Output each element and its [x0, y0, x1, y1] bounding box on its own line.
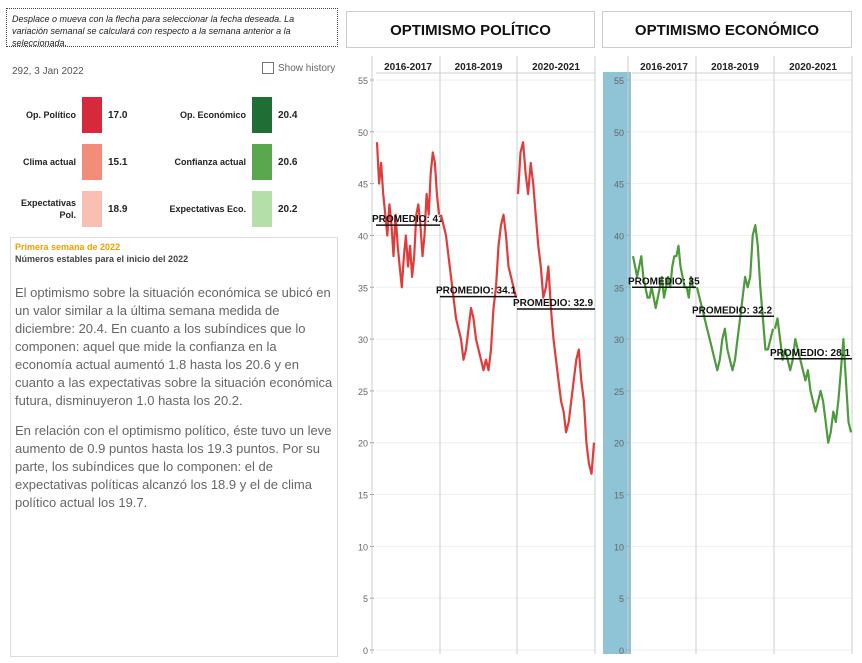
metric-swatch: [252, 97, 272, 133]
y-tick-label: 50: [358, 128, 368, 138]
metric-label: Expectativas Pol.: [20, 198, 76, 220]
metric-swatch: [252, 144, 272, 180]
y-tick-label: 20: [614, 439, 624, 449]
metric-confianza-actual: Confianza actual 20.6: [166, 144, 297, 180]
y-tick-label: 10: [358, 542, 368, 552]
y-tick-label: 0: [363, 646, 368, 656]
average-label: PROMEDIO: 34.1: [436, 286, 516, 297]
y-tick-label: 45: [614, 180, 624, 190]
metric-clima-actual: Clima actual 15.1: [10, 144, 127, 180]
y-tick-label: 40: [358, 231, 368, 241]
show-history-checkbox[interactable]: [262, 62, 274, 74]
y-tick-label: 40: [614, 231, 624, 241]
average-label: PROMEDIO: 28.1: [770, 348, 850, 359]
y-tick-label: 30: [358, 335, 368, 345]
y-tick-label: 55: [614, 76, 624, 86]
metric-op-politico: Op. Político 17.0: [10, 97, 127, 133]
average-label: PROMEDIO: 35: [628, 276, 700, 287]
y-tick-label: 15: [358, 491, 368, 501]
average-label: PROMEDIO: 32.9: [513, 298, 593, 309]
average-label: PROMEDIO: 41: [372, 214, 444, 225]
metric-label: Op. Político: [25, 110, 76, 120]
y-tick-label: 15: [614, 491, 624, 501]
metric-value: 20.4: [278, 109, 298, 121]
instructions-text: Desplace o mueva con la flecha para sele…: [6, 8, 338, 48]
y-tick-label: 10: [614, 542, 624, 552]
show-history-label: Show history: [278, 62, 336, 74]
show-history-toggle[interactable]: Show history: [262, 62, 335, 74]
metric-label: Confianza actual: [174, 157, 246, 167]
metric-swatch: [82, 144, 102, 180]
panel-header-label: 2020-2021: [789, 62, 837, 73]
series-line: [439, 213, 518, 372]
series-line: [773, 317, 853, 444]
metric-value: 17.0: [108, 109, 128, 121]
highlight-band: [603, 72, 631, 654]
metric-expectativas-pol: Expectativas Pol. 18.9: [10, 191, 127, 227]
y-tick-label: 30: [614, 335, 624, 345]
description-paragraph: El optimismo sobre la situación económic…: [15, 285, 333, 408]
metric-expectativas-eco: Expectativas Eco. 20.2: [166, 191, 297, 227]
metric-value: 15.1: [108, 156, 128, 168]
y-tick-label: 5: [619, 594, 624, 604]
chart-title-politico: OPTIMISMO POLÍTICO: [346, 11, 595, 48]
y-tick-label: 35: [614, 283, 624, 293]
y-tick-label: 35: [358, 283, 368, 293]
metric-label: Expectativas Eco.: [169, 204, 246, 214]
metric-swatch: [82, 97, 102, 133]
y-tick-label: 25: [614, 387, 624, 397]
metric-op-economico: Op. Económico 20.4: [166, 97, 297, 133]
y-tick-label: 55: [358, 76, 368, 86]
description-subheading: Números estables para el inicio del 2022: [15, 254, 189, 264]
panel-header-label: 2018-2019: [711, 62, 759, 73]
metric-swatch: [252, 191, 272, 227]
description-heading: Primera semana de 2022: [15, 242, 121, 252]
metric-label: Op. Económico: [179, 110, 246, 120]
date-label: 292, 3 Jan 2022: [12, 66, 84, 77]
metric-value: 18.9: [108, 203, 128, 215]
metric-value: 20.2: [278, 203, 298, 215]
y-tick-label: 20: [358, 439, 368, 449]
y-tick-label: 50: [614, 128, 624, 138]
series-line: [516, 141, 596, 475]
metric-label: Clima actual: [22, 157, 76, 167]
description-panel: Primera semana de 2022 Números estables …: [10, 237, 338, 657]
panel-header-label: 2016-2017: [640, 62, 688, 73]
panel-header-label: 2020-2021: [532, 62, 580, 73]
metric-swatch: [82, 191, 102, 227]
y-tick-label: 5: [363, 594, 368, 604]
description-paragraph: En relación con el optimismo político, é…: [15, 423, 332, 510]
chart-title-economico: OPTIMISMO ECONÓMICO: [602, 11, 852, 48]
series-line: [375, 142, 441, 289]
y-tick-label: 45: [358, 180, 368, 190]
metric-value: 20.6: [278, 156, 298, 168]
panel-header-label: 2016-2017: [384, 62, 432, 73]
series-line: [695, 224, 775, 372]
y-tick-label: 25: [358, 387, 368, 397]
average-label: PROMEDIO: 32.2: [692, 305, 772, 316]
panel-header-label: 2018-2019: [455, 62, 503, 73]
y-tick-label: 0: [619, 646, 624, 656]
